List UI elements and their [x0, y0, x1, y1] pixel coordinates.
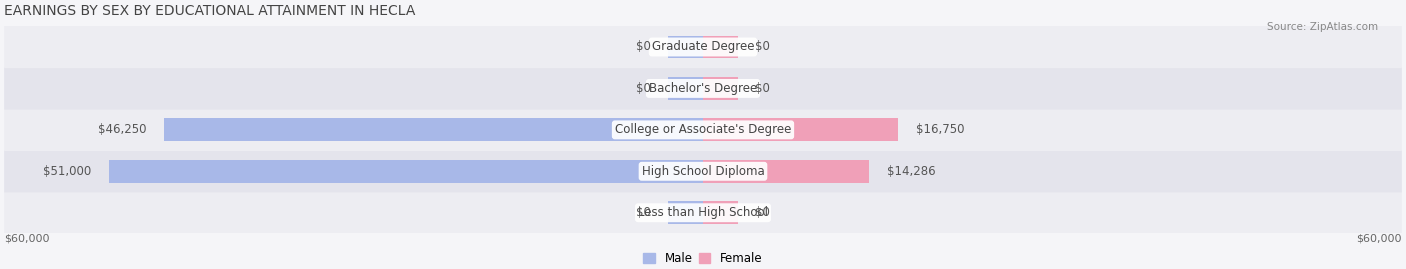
- Bar: [703, 201, 738, 224]
- Text: College or Associate's Degree: College or Associate's Degree: [614, 123, 792, 136]
- Text: $16,750: $16,750: [915, 123, 965, 136]
- Bar: [110, 160, 703, 183]
- FancyBboxPatch shape: [4, 150, 1402, 192]
- Text: Graduate Degree: Graduate Degree: [652, 41, 754, 54]
- Text: $0: $0: [636, 82, 651, 95]
- Bar: [703, 118, 898, 141]
- Text: $14,286: $14,286: [887, 165, 935, 178]
- Text: $0: $0: [636, 41, 651, 54]
- Text: $0: $0: [636, 206, 651, 219]
- FancyBboxPatch shape: [4, 26, 1402, 68]
- Text: Source: ZipAtlas.com: Source: ZipAtlas.com: [1267, 22, 1378, 31]
- Bar: [703, 36, 738, 58]
- Text: Bachelor's Degree: Bachelor's Degree: [650, 82, 756, 95]
- Text: $0: $0: [755, 41, 770, 54]
- Text: $0: $0: [755, 206, 770, 219]
- Text: $60,000: $60,000: [4, 233, 49, 243]
- Bar: [668, 36, 703, 58]
- FancyBboxPatch shape: [4, 67, 1402, 109]
- Text: $46,250: $46,250: [98, 123, 146, 136]
- Text: $60,000: $60,000: [1357, 233, 1402, 243]
- Text: $0: $0: [755, 82, 770, 95]
- Text: EARNINGS BY SEX BY EDUCATIONAL ATTAINMENT IN HECLA: EARNINGS BY SEX BY EDUCATIONAL ATTAINMEN…: [4, 4, 416, 18]
- Legend: Male, Female: Male, Female: [644, 252, 762, 265]
- FancyBboxPatch shape: [4, 192, 1402, 234]
- Text: Less than High School: Less than High School: [638, 206, 768, 219]
- Bar: [703, 77, 738, 100]
- Bar: [668, 201, 703, 224]
- Bar: [703, 160, 869, 183]
- FancyBboxPatch shape: [4, 109, 1402, 151]
- Bar: [668, 77, 703, 100]
- Bar: [165, 118, 703, 141]
- Text: High School Diploma: High School Diploma: [641, 165, 765, 178]
- Text: $51,000: $51,000: [44, 165, 91, 178]
